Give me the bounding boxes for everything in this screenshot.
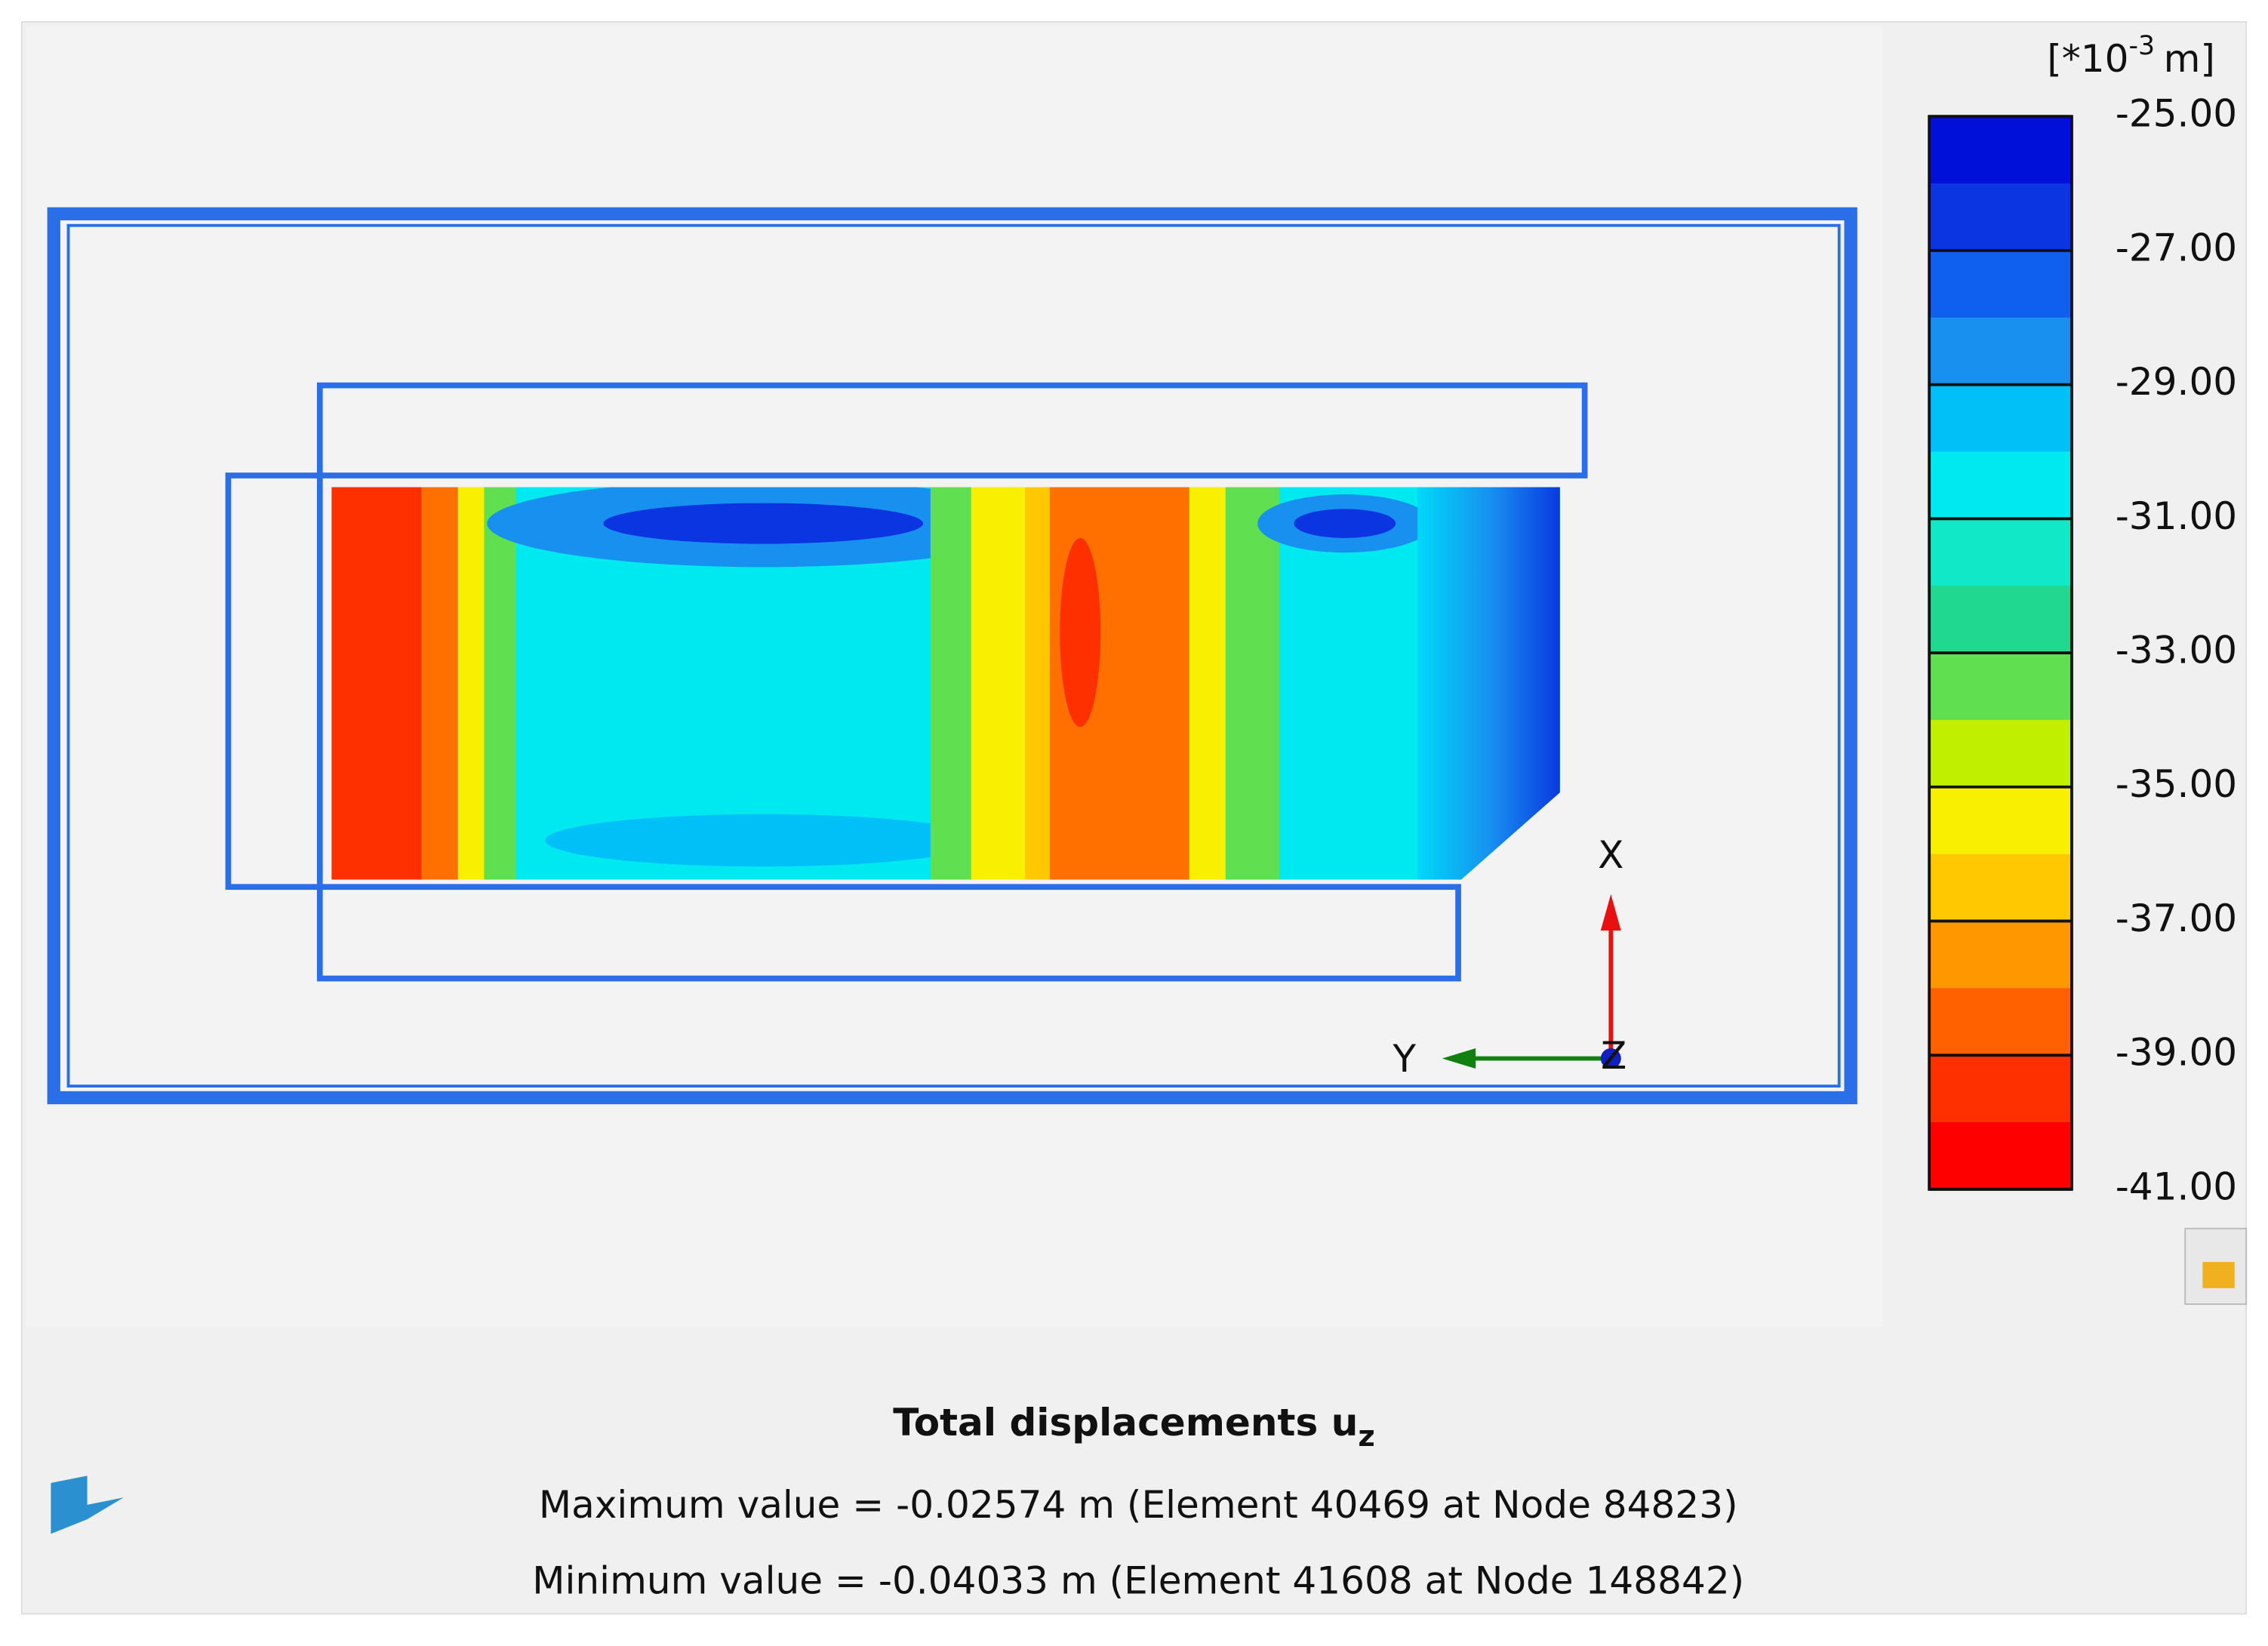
legend-label: -27.00: [2116, 226, 2237, 269]
legend-band: [1929, 921, 2072, 989]
legend-band: [1929, 384, 2072, 453]
result-title: Total displacements uz: [893, 1400, 1375, 1453]
z-axis-dot: [1600, 1048, 1621, 1069]
legend-label: -35.00: [2116, 762, 2237, 806]
legend-label: -25.00: [2116, 92, 2237, 136]
legend-label: -31.00: [2116, 494, 2237, 538]
minimum-value: Minimum value = -0.04033 m (Element 4160…: [532, 1558, 1744, 1602]
legend-label: -39.00: [2116, 1031, 2237, 1075]
view-icon[interactable]: [51, 1475, 124, 1534]
legend-band: [1929, 586, 2072, 654]
x-axis-head: [1600, 894, 1621, 931]
unit-exponent: -3: [2129, 31, 2156, 61]
legend-frame: [1928, 115, 2073, 1191]
unit-suffix: m]: [2164, 37, 2215, 81]
legend-band: [1929, 518, 2072, 587]
legend-band: [1929, 1055, 2072, 1123]
legend-unit: [*10-3 m]: [2047, 31, 2215, 81]
legend-band: [1929, 250, 2072, 318]
y-axis-head: [1442, 1048, 1476, 1069]
model-boundary-inner: [66, 223, 1841, 1088]
structure-left: [225, 472, 323, 891]
legend-band: [1929, 1121, 2072, 1190]
legend-label: -33.00: [2116, 629, 2237, 672]
legend-band: [1929, 719, 2072, 788]
contour-plot: [331, 487, 1560, 880]
legend-band: [1929, 451, 2072, 520]
axis-label: Y: [1392, 1037, 1416, 1081]
legend: [*10-3 m] -25.00 -27.00 -29.00 -31.00 -33.00 -…: [1928, 31, 2237, 1208]
legend-label: -29.00: [2116, 360, 2237, 404]
legend-band: [1929, 116, 2072, 185]
unit-base: [*10: [2047, 37, 2128, 81]
structure-top: [316, 382, 1588, 478]
structure-bottom: [316, 884, 1461, 982]
legend-band: [1929, 786, 2072, 855]
legend-band: [1929, 653, 2072, 721]
axis-label: X: [1598, 833, 1623, 877]
axis-label: Z: [1601, 1034, 1626, 1078]
maximum-value: Maximum value = -0.02574 m (Element 4046…: [539, 1483, 1738, 1527]
legend-label: -41.00: [2116, 1165, 2237, 1208]
model-boundary: [47, 207, 1857, 1105]
title-main: Total displacements u: [893, 1400, 1358, 1444]
lock-icon: [2202, 1262, 2235, 1288]
title-subscript: z: [1358, 1420, 1374, 1454]
legend-label: -37.00: [2116, 897, 2237, 940]
legend-band: [1929, 988, 2072, 1057]
legend-band: [1929, 854, 2072, 922]
legend-band: [1929, 317, 2072, 386]
legend-band: [1929, 183, 2072, 251]
